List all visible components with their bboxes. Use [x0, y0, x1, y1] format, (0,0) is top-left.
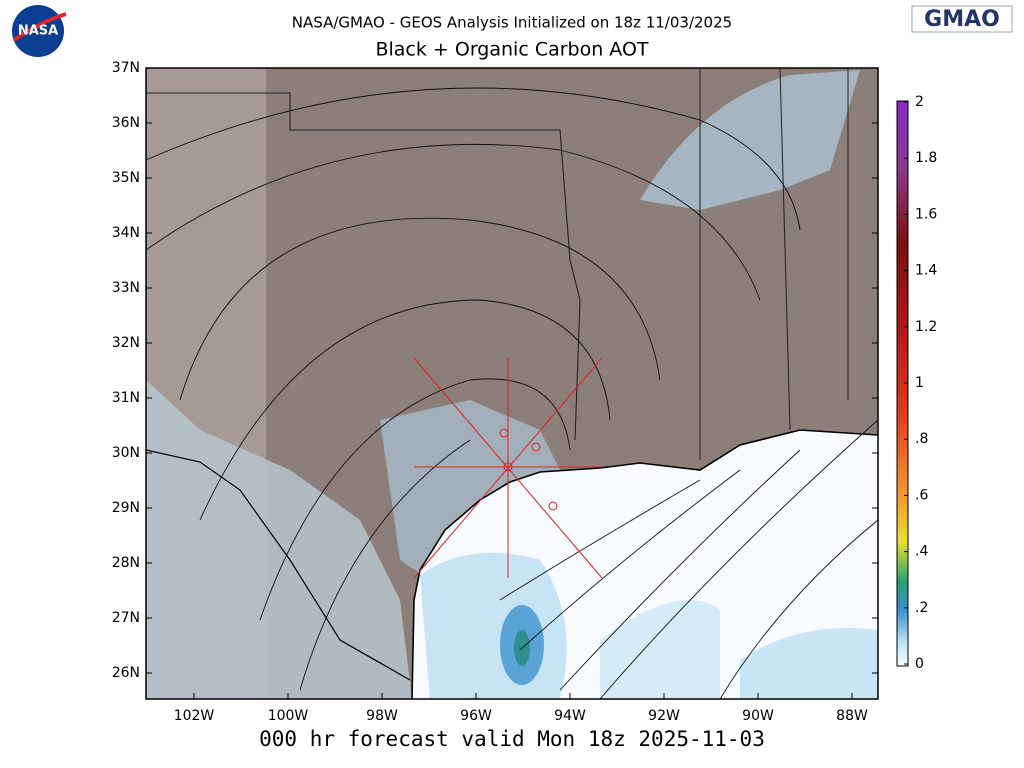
streamline	[199, 299, 611, 521]
marker	[531, 442, 541, 452]
lat-label: 37N	[112, 60, 140, 76]
state-border	[146, 92, 581, 441]
streamline	[146, 87, 801, 231]
colorbar-label: .4	[915, 544, 928, 560]
marker	[548, 501, 558, 511]
nasa-logo-text: NASA	[18, 24, 58, 39]
colorbar-label: .2	[915, 600, 928, 616]
streamline	[559, 449, 801, 691]
colorbar-label: 0	[915, 656, 924, 672]
subtitle: Black + Organic Carbon AOT	[375, 39, 648, 61]
lon-label: 98W	[366, 708, 398, 724]
lat-label: 36N	[112, 115, 140, 131]
border	[146, 449, 411, 681]
streamline	[179, 217, 661, 401]
colorbar-label: 1.4	[915, 263, 937, 279]
colorbar-label: .6	[915, 487, 928, 503]
lon-label: 92W	[648, 708, 680, 724]
map-frame	[145, 67, 879, 700]
colorbar-label: .8	[915, 431, 928, 447]
title: NASA/GMAO - GEOS Analysis Initialized on…	[292, 14, 732, 32]
lon-label: 100W	[268, 708, 309, 724]
streamline	[519, 469, 741, 651]
coastline	[411, 429, 878, 699]
lat-label: 31N	[112, 390, 140, 406]
lon-label: 90W	[742, 708, 774, 724]
streamline	[299, 439, 471, 691]
lat-label: 29N	[112, 500, 140, 516]
aerosol-area	[600, 600, 720, 699]
lon-label: 96W	[460, 708, 492, 724]
state-border	[699, 68, 849, 460]
aerosol-area	[640, 70, 860, 210]
footer: 000 hr forecast valid Mon 18z 2025-11-03	[259, 727, 765, 751]
marker	[503, 462, 513, 472]
lon-label: 94W	[554, 708, 586, 724]
streamlines	[146, 87, 878, 699]
lon-label: 102W	[174, 708, 215, 724]
site-markers	[413, 357, 603, 579]
aerosol-area	[146, 380, 412, 699]
streamline	[146, 143, 761, 301]
lat-label: 32N	[112, 335, 140, 351]
lon-label: 88W	[836, 708, 868, 724]
colorbar-label: 1.6	[915, 206, 937, 222]
lat-label: 28N	[112, 555, 140, 571]
streamline	[719, 519, 878, 699]
streamline	[599, 419, 878, 699]
colorbar-label: 2	[915, 94, 924, 110]
lat-label: 35N	[112, 170, 140, 186]
gmao-logo	[911, 5, 1013, 33]
colorbar-label: 1	[915, 375, 924, 391]
lat-label: 27N	[112, 610, 140, 626]
aerosol-area	[740, 628, 878, 699]
lat-label: 34N	[112, 225, 140, 241]
colorbar-label: 1.8	[915, 150, 937, 166]
nasa-swoosh	[12, 12, 67, 42]
lat-label: 33N	[112, 280, 140, 296]
marker	[499, 428, 509, 438]
gmao-logo-text: GMAO	[924, 7, 1000, 32]
aerosol-area	[420, 552, 567, 699]
lat-label: 30N	[112, 445, 140, 461]
lat-label: 26N	[112, 665, 140, 681]
colorbar-label: 1.2	[915, 319, 937, 335]
map	[146, 68, 878, 699]
aerosol-area	[380, 400, 560, 580]
streamline	[499, 479, 701, 601]
